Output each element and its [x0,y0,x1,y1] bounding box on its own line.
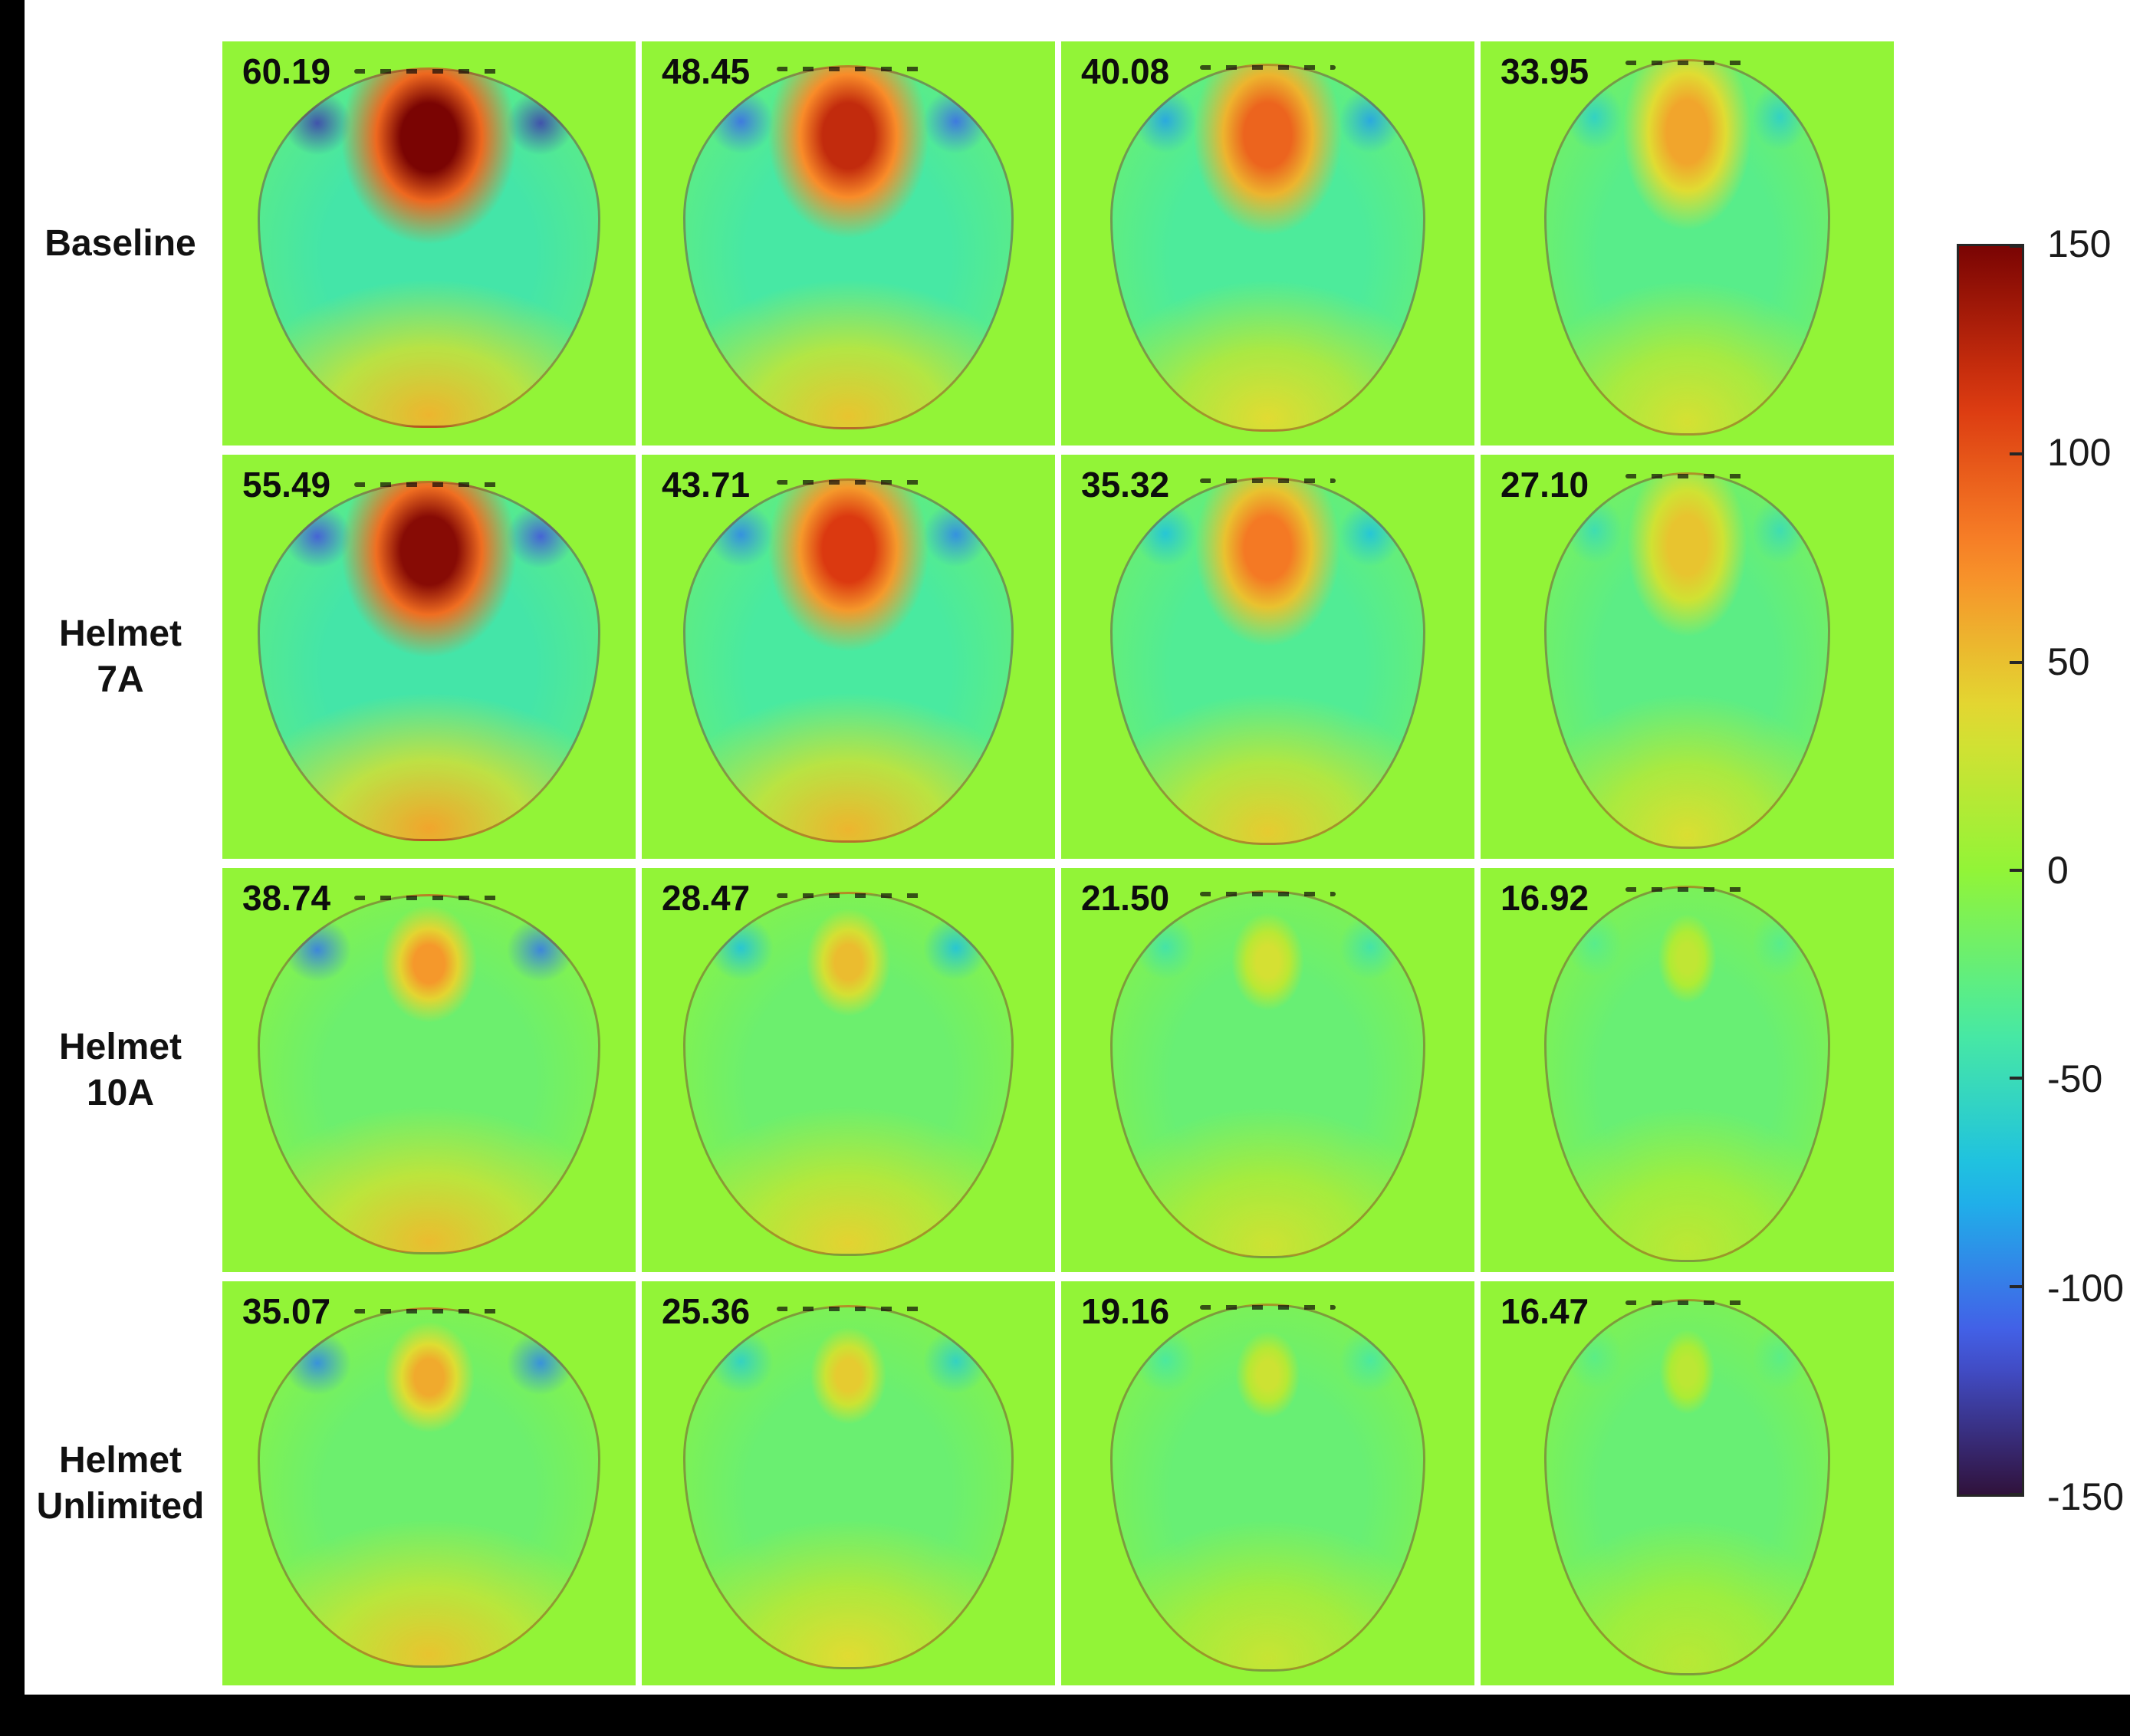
map-cell: 60.19 [222,41,636,446]
cell-mean-value: 16.47 [1501,1291,1589,1331]
brain-slice-map [1544,59,1830,436]
cell-mean-value: 25.36 [662,1291,751,1331]
brain-slice-map [1544,1299,1830,1676]
brain-slice-map [257,481,601,841]
map-cell: 16.92 [1481,868,1894,1272]
colorbar-tick-label: 150 [2047,222,2112,265]
colorbar-tick [2010,660,2022,664]
skull-edge-dashes [1199,478,1336,483]
map-cell: 40.08 [1061,41,1474,446]
skull-edge-dashes [776,480,921,485]
cell-mean-value: 35.07 [242,1291,331,1331]
figure-row: Helmet 7A 55.49 43.71 35.32 27.10 [25,455,1894,859]
brain-slice-map [682,1305,1014,1670]
brain-slice-map [1544,472,1830,850]
map-cell: 55.49 [222,455,636,859]
skull-edge-dashes [1199,64,1336,70]
cell-mean-value: 48.45 [662,51,751,91]
colorbar-tick [2010,1493,2022,1496]
cell-mean-value: 35.32 [1081,465,1170,505]
cell-mean-value: 60.19 [242,51,331,91]
skull-edge-dashes [1199,891,1336,896]
map-cell: 33.95 [1481,41,1894,446]
map-cell: 35.07 [222,1281,636,1685]
cell-mean-value: 16.92 [1501,878,1589,918]
brain-slice-map [1110,1303,1425,1672]
colorbar-tick [2010,869,2022,872]
cell-mean-value: 43.71 [662,465,751,505]
skull-edge-dashes [354,482,504,487]
cell-mean-value: 38.74 [242,878,331,918]
row-label-line: Unlimited [36,1485,205,1527]
row-label: Helmet Unlimited [25,1281,216,1685]
brain-slice-map [682,892,1014,1257]
colorbar-tick [2010,245,2022,248]
brain-slice-map [1110,889,1425,1259]
brain-slice-map [682,478,1014,843]
map-cell: 28.47 [642,868,1055,1272]
brain-slice-map [1544,886,1830,1263]
colorbar-labels: 150 100 50 0 -50 -100 -150 [2047,222,2130,1518]
colorbar-tick-label: -50 [2047,1057,2103,1101]
row-label: Helmet 7A [25,455,216,859]
skull-edge-dashes [776,893,921,899]
map-cell: 21.50 [1061,868,1474,1272]
row-label-line: Helmet [58,1439,182,1481]
colorbar-tick-label: 50 [2047,639,2090,683]
figure-row: Helmet Unlimited 35.07 25.36 19.16 16.47 [25,1281,1894,1685]
row-label-line: 10A [86,1072,155,1113]
row-label: Baseline [25,41,216,446]
skull-edge-dashes [354,69,504,74]
skull-edge-dashes [354,896,504,900]
colorbar-tick-label: -150 [2047,1475,2125,1518]
left-frame-bar [0,0,25,1736]
skull-edge-dashes [1625,887,1750,893]
cell-mean-value: 40.08 [1081,51,1170,91]
brain-slice-map [1110,476,1425,846]
figure-row: Helmet 10A 38.74 28.47 21.50 16.92 [25,868,1894,1272]
skull-edge-dashes [354,1309,504,1314]
colorbar-tick-label: 0 [2047,849,2069,892]
cell-mean-value: 27.10 [1501,465,1589,505]
colorbar-tick [2010,1077,2022,1080]
skull-edge-dashes [1625,474,1750,479]
colorbar-tick-label: 100 [2047,431,2112,475]
map-cell: 35.32 [1061,455,1474,859]
colorbar-gradient [1957,244,2024,1497]
map-cell: 48.45 [642,41,1055,446]
skull-edge-dashes [1625,61,1750,66]
row-label-line: Baseline [44,222,196,264]
brain-slice-map [257,894,601,1254]
map-cell: 43.71 [642,455,1055,859]
row-label-line: 7A [97,659,144,700]
figure-row: Baseline 60.19 48.45 40.08 33.95 [25,41,1894,446]
cell-mean-value: 28.47 [662,878,751,918]
cell-mean-value: 55.49 [242,465,331,505]
brain-slice-map [257,1307,601,1668]
skull-edge-dashes [776,1307,921,1312]
map-cell: 27.10 [1481,455,1894,859]
brain-slice-map [682,65,1014,430]
colorbar-tick-label: -100 [2047,1266,2125,1310]
row-label-line: Helmet [58,613,182,654]
map-cell: 25.36 [642,1281,1055,1685]
colorbar-tick [2010,1284,2022,1288]
bottom-frame-bar [0,1695,2130,1736]
skull-edge-dashes [1199,1304,1336,1310]
cell-mean-value: 19.16 [1081,1291,1170,1331]
brain-slice-map [1110,63,1425,432]
colorbar-tick [2010,452,2022,456]
brain-slice-map [257,67,601,428]
map-cell: 38.74 [222,868,636,1272]
skull-edge-dashes [1625,1300,1750,1306]
row-label-line: Helmet [58,1026,182,1067]
row-label: Helmet 10A [25,868,216,1272]
map-cell: 16.47 [1481,1281,1894,1685]
brain-map-grid: Baseline 60.19 48.45 40.08 33.95 Helmet 7A 55.4… [25,41,1894,1685]
cell-mean-value: 21.50 [1081,878,1170,918]
skull-edge-dashes [776,67,921,72]
map-cell: 19.16 [1061,1281,1474,1685]
cell-mean-value: 33.95 [1501,51,1589,91]
